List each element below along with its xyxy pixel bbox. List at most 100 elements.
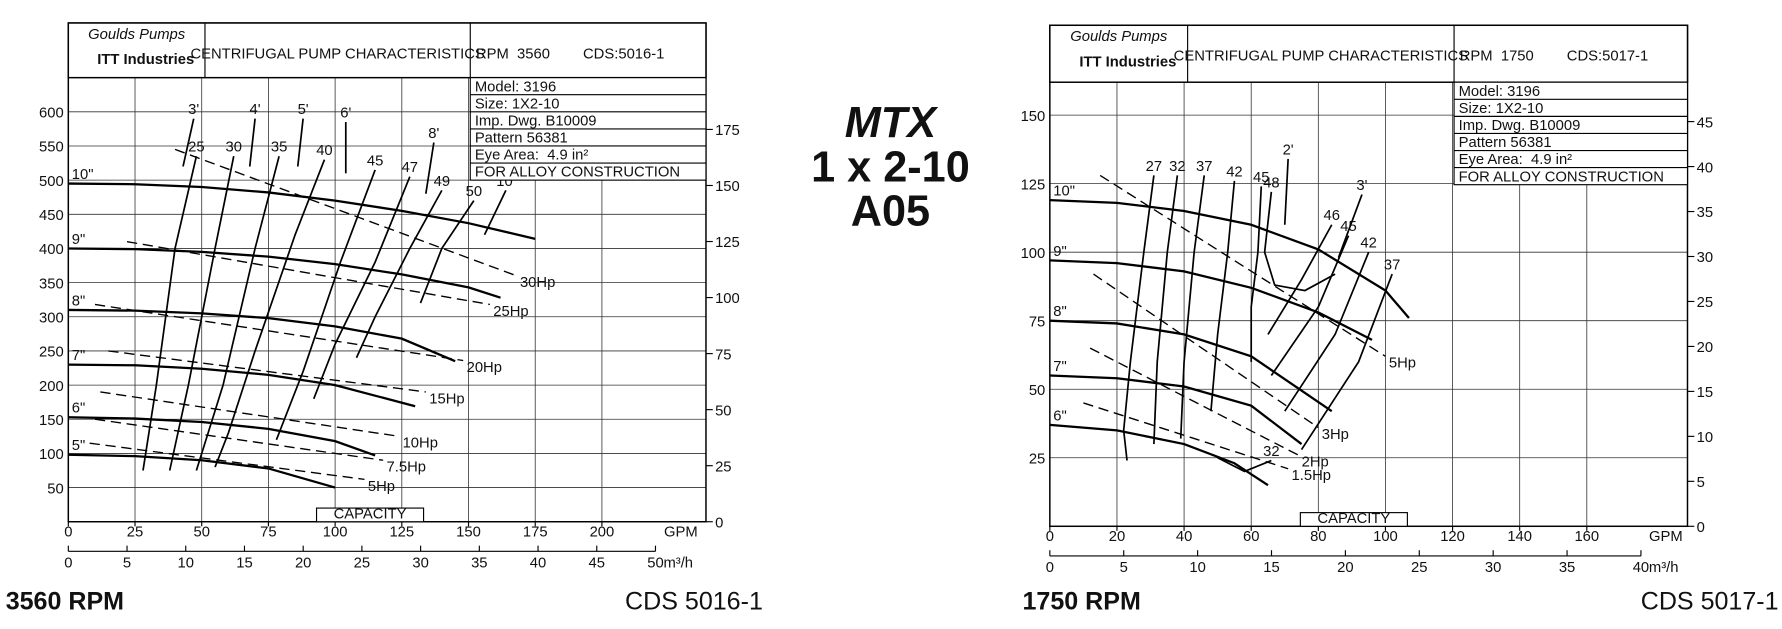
curve-label: 8" [1053, 304, 1066, 320]
curve-label: 49 [434, 174, 450, 190]
x-tick-label: 60 [1243, 529, 1259, 545]
x2-tick-label: 15 [236, 555, 252, 571]
x2-tick-label: 25 [354, 555, 370, 571]
curve [68, 363, 416, 408]
curve [108, 350, 426, 393]
curve [1049, 319, 1333, 413]
curve [275, 169, 376, 441]
x2-tick-label: 35 [471, 555, 487, 571]
y2-tick-label: 25 [1697, 295, 1713, 311]
capacity-box [315, 507, 425, 523]
info-text: Imp. Dwg. B10009 [475, 113, 597, 129]
header-title: CENTRIFUGAL PUMP CHARACTERISTICS [190, 46, 484, 62]
y-tick-label: 350 [39, 276, 64, 292]
brand: Goulds Pumps [88, 27, 186, 43]
curve [168, 156, 235, 471]
curve [1099, 174, 1386, 357]
curve [1089, 347, 1299, 456]
info-text: Pattern 56381 [1459, 135, 1552, 151]
curve [1270, 235, 1350, 377]
curve [1284, 251, 1370, 412]
x2-tick-label: 20 [1337, 560, 1353, 576]
curve [296, 118, 304, 167]
x-tick-label: 150 [456, 525, 481, 541]
x2-tick-label: 25 [1411, 560, 1427, 576]
y-tick-label: 600 [39, 106, 64, 122]
x-tick-label: 125 [389, 525, 414, 541]
curve-label: 30 [226, 140, 242, 156]
brand: ITT Industries [97, 52, 194, 68]
info-text: Imp. Dwg. B10009 [1459, 118, 1581, 134]
curve [424, 142, 435, 194]
curve-label: 37 [1196, 159, 1212, 175]
info-text: Eye Area: 4.9 in² [1459, 152, 1573, 168]
x2-tick-label: 30 [1485, 560, 1501, 576]
x2-tick-label: 40 [530, 555, 546, 571]
cds-label: CDS:5016-1 [583, 46, 664, 62]
curve [1093, 273, 1319, 429]
curve [68, 453, 336, 489]
x2-tick-label: 10 [1189, 560, 1205, 576]
curve-label: 6" [72, 401, 85, 417]
curve [1122, 175, 1155, 461]
y2-tick-label: 175 [715, 123, 740, 139]
x2-tick-label: 20 [295, 555, 311, 571]
y-tick-label: 150 [39, 413, 64, 429]
curve [1250, 186, 1263, 362]
y2-tick-label: 0 [715, 515, 723, 531]
curve [182, 118, 195, 167]
y-tick-label: 250 [39, 345, 64, 361]
y2-tick-label: 45 [1697, 115, 1713, 131]
curve-label: 9" [1053, 244, 1066, 260]
curve-label: 3' [1356, 178, 1367, 194]
center-title: 1 x 2-10 [811, 143, 970, 191]
header-box [1049, 24, 1689, 83]
x2-tick-label: 10 [178, 555, 194, 571]
curve [1083, 402, 1289, 470]
x-tick-label: 100 [323, 525, 348, 541]
curve [1337, 194, 1363, 258]
info-text: Size: 1X2-10 [1459, 101, 1544, 117]
x2-unit: m³/h [663, 555, 693, 571]
curve-label: 37 [1384, 258, 1400, 274]
curve-label: 20Hp [467, 360, 502, 376]
curve-label: 40 [316, 143, 332, 159]
info-text: Model: 3196 [1459, 84, 1540, 100]
brand: Goulds Pumps [1070, 29, 1168, 45]
capacity-label: CAPACITY [1317, 511, 1390, 527]
x2-tick-label: 5 [123, 555, 131, 571]
curve-label: 8' [428, 126, 439, 142]
curve [142, 156, 198, 471]
brand: ITT Industries [1079, 54, 1176, 70]
curve-label: 48 [1263, 175, 1279, 191]
footer-cds: CDS 5017-1 [1641, 587, 1779, 615]
x-tick-label: 120 [1440, 529, 1465, 545]
y2-tick-label: 15 [1697, 385, 1713, 401]
curve-label: 15Hp [429, 391, 464, 407]
info-text: Size: 1X2-10 [475, 96, 560, 112]
capacity-box [1299, 512, 1408, 527]
y2-tick-label: 5 [1697, 475, 1705, 491]
curve [195, 156, 280, 471]
y2-tick-label: 40 [1697, 160, 1713, 176]
curve [94, 303, 464, 362]
curve-label: 45 [1253, 170, 1269, 186]
curve [1217, 456, 1272, 473]
x2-unit: m³/h [1649, 560, 1679, 576]
x-unit: GPM [664, 525, 698, 541]
x2-tick-label: 0 [1046, 560, 1054, 576]
x2-tick-label: 30 [412, 555, 428, 571]
curve [312, 176, 411, 400]
y-tick-label: 400 [39, 242, 64, 258]
x-tick-label: 140 [1507, 529, 1532, 545]
rpm-label: RPM 1750 [1460, 49, 1534, 65]
curve-label: 10Hp [403, 436, 438, 452]
curve [68, 416, 376, 457]
x2-tick-label: 50 [647, 555, 663, 571]
y2-tick-label: 30 [1697, 250, 1713, 266]
curve [100, 391, 400, 438]
y-tick-label: 500 [39, 174, 64, 190]
y-tick-label: 200 [39, 379, 64, 395]
